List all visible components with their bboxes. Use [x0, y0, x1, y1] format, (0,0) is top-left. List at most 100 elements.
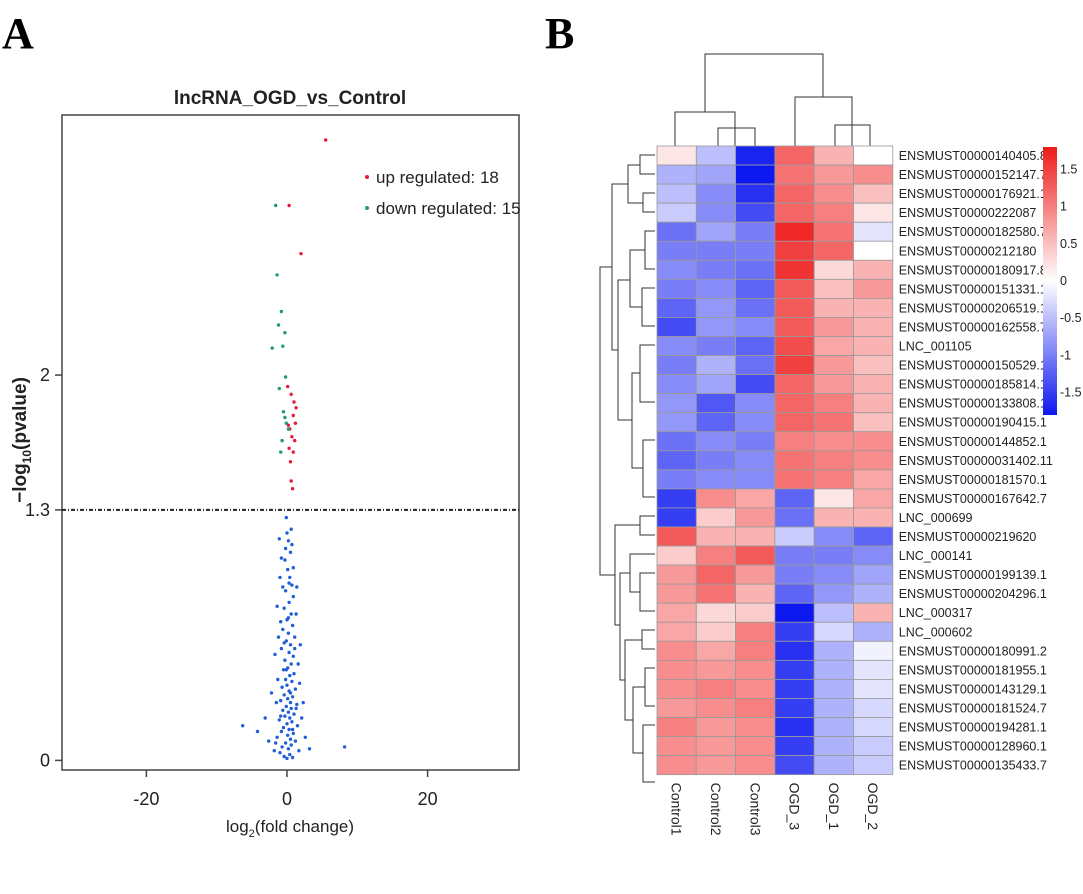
heatmap-cell: [656, 640, 697, 661]
point-not-significant: [279, 646, 284, 651]
point-down-regulated: [283, 415, 287, 420]
heatmap-cell: [813, 698, 854, 718]
heatmap-cell: [735, 240, 776, 261]
point-not-significant: [290, 679, 294, 684]
heatmap-cell: [853, 469, 894, 490]
heatmap-cell: [695, 583, 736, 604]
heatmap-cell: [656, 621, 697, 642]
heatmap-cell: [735, 602, 776, 623]
heatmap-cell: [774, 164, 815, 185]
column-label: OGD_1: [826, 783, 842, 831]
heatmap-cell: [853, 526, 894, 547]
heatmap-cell: [695, 755, 736, 776]
heatmap-cell: [813, 564, 854, 585]
heatmap-cell: [774, 621, 815, 642]
point-up-regulated: [290, 487, 295, 491]
heatmap-cell: [735, 164, 776, 185]
point-not-significant: [272, 749, 276, 753]
point-not-significant: [282, 606, 286, 610]
heatmap-cell: [656, 545, 697, 566]
point-not-significant: [300, 716, 304, 720]
heatmap-cell: [735, 393, 776, 414]
legend-down-label: down regulated: 15: [376, 199, 521, 218]
row-label: ENSMUST00000199139.1: [899, 568, 1047, 582]
row-label: ENSMUST00000135433.7: [899, 759, 1047, 773]
x-tick-label: -20: [133, 789, 159, 809]
heatmap-cell: [656, 755, 697, 776]
heatmap-cell: [695, 240, 736, 261]
point-down-regulated: [283, 331, 287, 335]
heatmap-cell: [735, 698, 776, 718]
point-not-significant: [287, 581, 291, 585]
heatmap-cell: [695, 164, 736, 185]
heatmap-cell: [695, 393, 736, 414]
heatmap-cell: [813, 412, 854, 433]
row-label: LNC_000141: [899, 549, 973, 563]
row-label: ENSMUST00000180991.2: [899, 644, 1047, 658]
row-label: LNC_000602: [899, 625, 973, 639]
point-not-significant: [277, 718, 281, 722]
row-label: ENSMUST00000128960.1: [899, 740, 1047, 754]
point-down-regulated: [270, 346, 274, 350]
heatmap-cell: [853, 221, 894, 242]
row-label: ENSMUST00000167642.7: [899, 492, 1047, 506]
y-label-subscript: 10: [20, 450, 34, 464]
heatmap-cell: [695, 679, 736, 699]
point-not-significant: [284, 704, 288, 709]
point-not-significant: [285, 683, 289, 687]
column-label: Control3: [747, 783, 763, 836]
heatmap-cell: [695, 640, 736, 661]
heatmap-cell: [774, 336, 815, 356]
heatmap-cell: [813, 240, 854, 261]
point-up-regulated: [289, 392, 293, 396]
row-label: ENSMUST00000144852.1: [899, 435, 1047, 449]
point-down-regulated: [276, 323, 281, 327]
heatmap-cell: [774, 431, 815, 452]
point-not-significant: [275, 604, 279, 608]
heatmap-cell: [735, 374, 776, 395]
heatmap-cell: [853, 755, 894, 776]
color-scale-tick-label: 0.5: [1060, 237, 1077, 251]
heatmap-cell: [774, 545, 815, 566]
heatmap-cell: [813, 736, 854, 756]
color-scale-bar: [1043, 147, 1057, 415]
point-up-regulated: [292, 400, 296, 404]
point-not-significant: [290, 695, 295, 699]
point-up-regulated: [324, 138, 328, 142]
heatmap-cell: [656, 278, 697, 299]
row-label: ENSMUST00000212180: [899, 244, 1037, 258]
heatmap-column-labels: Control1 Control2 Control3 OGD_3 OGD_1 OGD_2: [669, 783, 882, 836]
point-not-significant: [289, 527, 293, 531]
heatmap-cell: [774, 755, 815, 776]
row-label: ENSMUST00000194281.1: [899, 721, 1047, 735]
row-label: ENSMUST00000133808.1: [899, 397, 1047, 411]
heatmap-cell: [656, 240, 697, 261]
heatmap-cell: [695, 450, 736, 471]
color-scale-tick-label: 1.5: [1060, 162, 1077, 176]
point-not-significant: [290, 623, 295, 628]
heatmap-cell: [853, 488, 894, 509]
heatmap-cell: [656, 717, 697, 737]
point-not-significant: [276, 677, 280, 682]
heatmap-cell: [656, 564, 697, 585]
point-not-significant: [288, 673, 292, 678]
heatmap-cell: [774, 488, 815, 509]
heatmap-cell: [656, 202, 697, 223]
heatmap-cell: [695, 317, 736, 337]
heatmap-cell: [813, 507, 854, 528]
point-not-significant: [291, 731, 295, 736]
point-up-regulated: [287, 446, 291, 450]
heatmap-cell: [735, 221, 776, 242]
heatmap-cell: [853, 164, 894, 185]
heatmap-cell: [774, 602, 815, 623]
heatmap-cell: [853, 374, 894, 395]
point-down-regulated: [284, 421, 288, 425]
point-not-significant: [286, 539, 291, 543]
heatmap-cell: [656, 659, 697, 680]
heatmap-cell: [695, 336, 736, 356]
point-not-significant: [281, 627, 285, 632]
point-not-significant: [281, 725, 286, 730]
point-not-significant: [290, 542, 294, 547]
heatmap-cell: [774, 717, 815, 737]
